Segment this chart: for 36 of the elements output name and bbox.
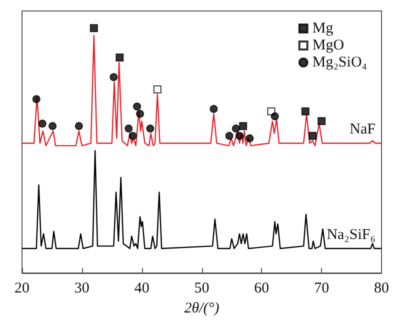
- point: [239, 122, 248, 130]
- x-tick-label: 20: [14, 280, 30, 296]
- legend-label: MgO: [312, 38, 344, 54]
- point: [246, 134, 254, 142]
- x-tick-label: 50: [194, 280, 210, 296]
- point: [128, 132, 137, 140]
- x-tick-label: 30: [74, 280, 90, 296]
- point: [136, 110, 144, 118]
- point: [301, 107, 310, 116]
- point: [146, 124, 154, 133]
- legend-label: Mg₂SiO₄: [312, 54, 367, 70]
- point: [210, 104, 218, 113]
- point: [32, 95, 40, 104]
- point: [110, 73, 118, 82]
- legend-label: Mg: [312, 20, 334, 36]
- point: [90, 24, 98, 32]
- x-tick-label: 40: [134, 280, 150, 296]
- x-tick-label: 80: [374, 280, 389, 296]
- point: [124, 124, 133, 133]
- series-label: Na₂SiF₆: [326, 227, 376, 244]
- series-label: NaF: [350, 122, 376, 138]
- x-tick-label: 70: [314, 280, 330, 296]
- point: [225, 132, 234, 140]
- point: [48, 122, 57, 130]
- x-tick-label: 60: [254, 280, 270, 296]
- point: [38, 120, 46, 128]
- point: [74, 122, 83, 130]
- x-axis-title: 2θ/(°): [184, 300, 220, 316]
- point: [153, 85, 162, 94]
- point: [318, 117, 326, 126]
- point: [133, 102, 142, 110]
- point: [270, 112, 279, 120]
- point: [116, 54, 124, 62]
- point: [308, 132, 317, 140]
- point: [232, 124, 240, 133]
- point: [236, 132, 244, 140]
